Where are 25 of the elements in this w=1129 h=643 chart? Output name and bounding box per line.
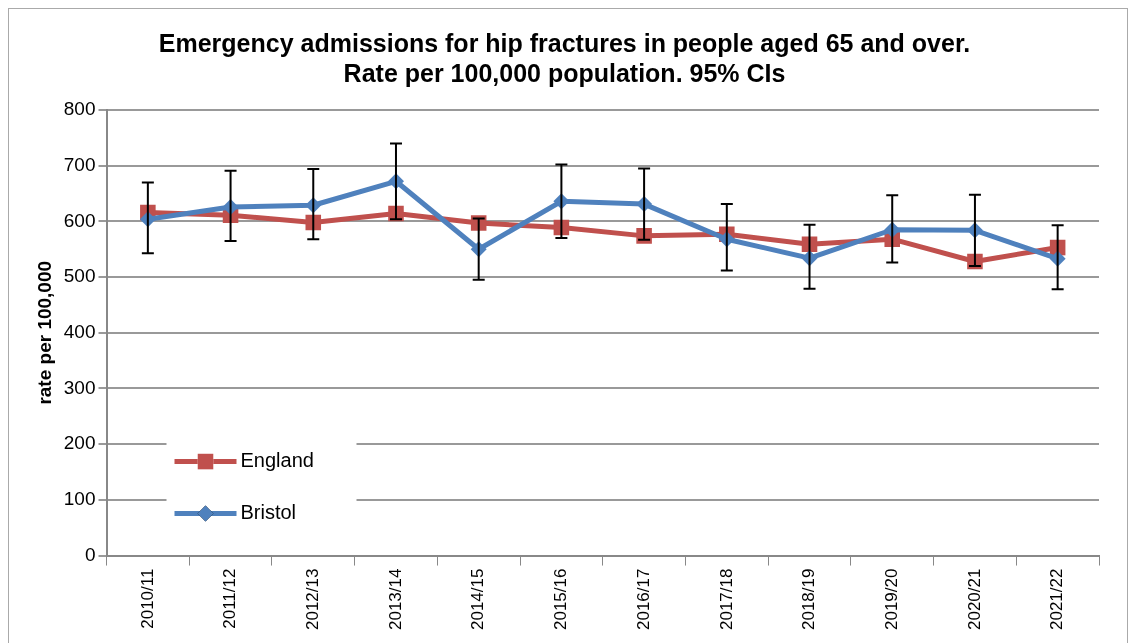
y-tick-label: 500 <box>63 265 96 287</box>
y-axis-title: rate per 100,000 <box>33 260 55 405</box>
y-tick-label: 200 <box>63 432 96 454</box>
x-tick-label: 2019/20 <box>881 568 901 630</box>
x-tick-label: 2020/21 <box>964 568 984 630</box>
x-tick-label: 2017/18 <box>716 568 736 630</box>
x-tick-label: 2015/16 <box>551 568 571 630</box>
legend-label: Bristol <box>240 501 297 524</box>
chart-title: Emergency admissions for hip fractures in people aged 65 and over. Rate per 100,000 population. 95% CIs <box>158 28 971 87</box>
x-tick-label: 2016/17 <box>633 568 653 630</box>
y-tick-label: 100 <box>63 488 96 510</box>
y-tick-label: 400 <box>63 321 96 343</box>
y-tick-label: 600 <box>63 209 96 231</box>
x-tick-label: 2011/12 <box>220 568 240 629</box>
y-tick-label: 800 <box>63 98 96 120</box>
x-tick-label: 2018/19 <box>799 568 819 630</box>
x-tick-label: 2021/22 <box>1047 568 1067 630</box>
x-tick-label: 2010/11 <box>137 568 157 629</box>
x-tick-label: 2012/13 <box>302 568 322 630</box>
y-tick-label: 300 <box>63 376 96 398</box>
x-tick-label: 2013/14 <box>385 568 405 630</box>
x-tick-label: 2014/15 <box>468 568 488 630</box>
y-tick-label: 0 <box>84 543 96 565</box>
legend-label: England <box>240 449 314 472</box>
y-tick-label: 700 <box>63 153 96 175</box>
